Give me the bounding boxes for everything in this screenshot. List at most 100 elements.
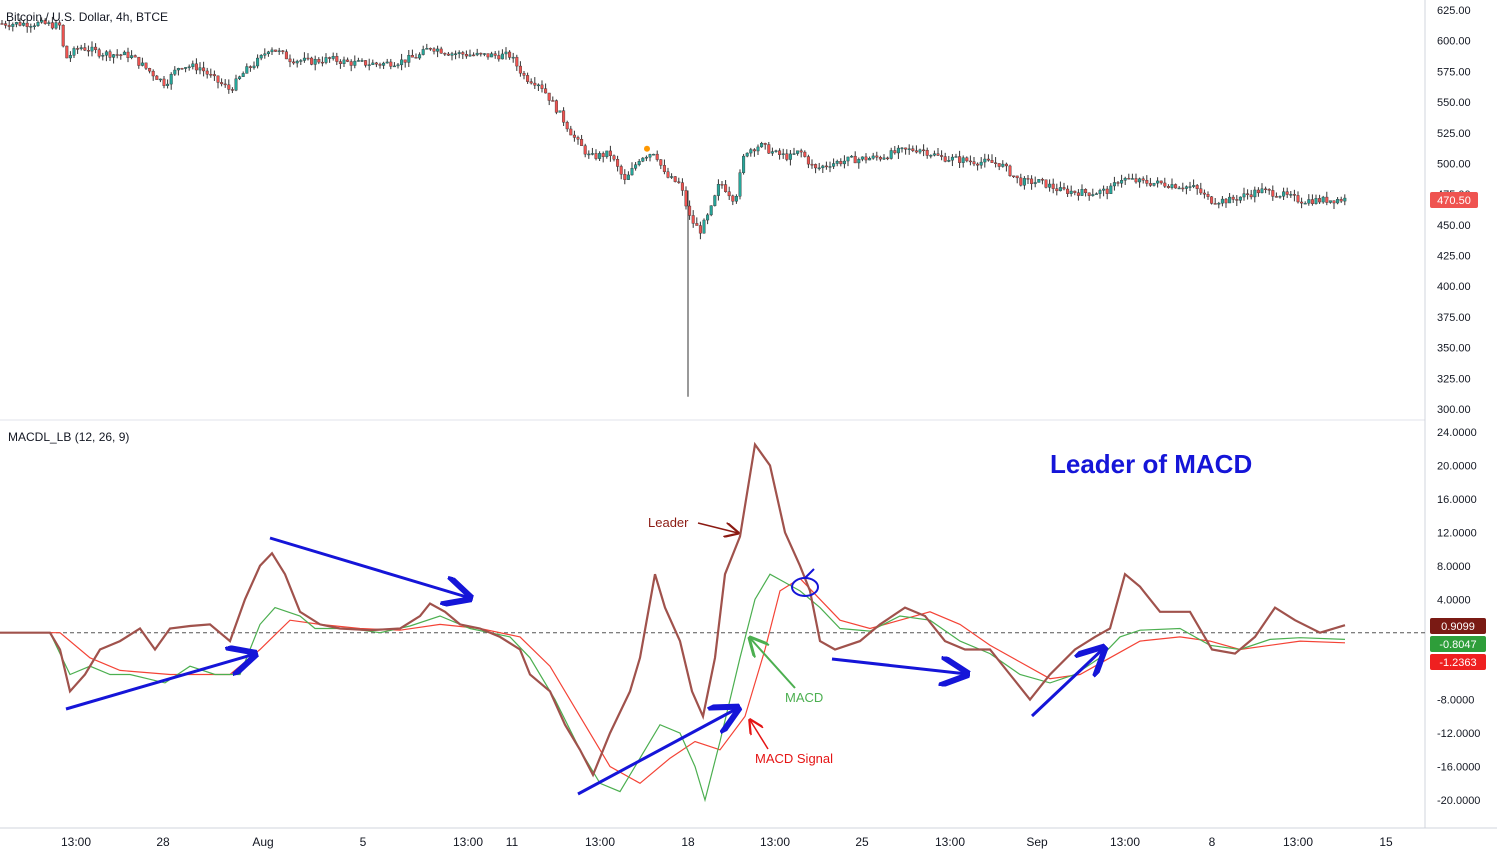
candle-body bbox=[252, 65, 256, 68]
candle-body bbox=[940, 155, 944, 157]
indicator-title[interactable]: MACDL_LB (12, 26, 9) bbox=[8, 430, 129, 444]
candle-body bbox=[1102, 188, 1106, 191]
candle-body bbox=[140, 62, 144, 66]
candle-body bbox=[677, 181, 681, 183]
candle-body bbox=[709, 205, 713, 216]
candle-body bbox=[180, 68, 184, 70]
main-title: Leader of MACD bbox=[1050, 449, 1252, 479]
time-tick-label: 13:00 bbox=[1110, 835, 1140, 849]
time-tick-label: Sep bbox=[1026, 835, 1048, 849]
candle-body bbox=[108, 51, 112, 58]
candle-body bbox=[1141, 178, 1145, 181]
candle-body bbox=[1246, 193, 1250, 195]
candle-body bbox=[630, 168, 634, 176]
candle-body bbox=[18, 22, 22, 26]
candle-body bbox=[367, 64, 371, 66]
candle-body bbox=[331, 56, 335, 59]
candle-body bbox=[1098, 190, 1102, 194]
candle-body bbox=[115, 54, 119, 56]
candle-body bbox=[1166, 186, 1170, 188]
candle-body bbox=[1069, 190, 1073, 194]
price-tick-label: 300.00 bbox=[1437, 404, 1471, 416]
candle-body bbox=[1206, 194, 1210, 197]
last-price-badge-bg bbox=[1430, 192, 1478, 208]
candle-body bbox=[673, 176, 677, 182]
candle-body bbox=[112, 54, 116, 58]
candle-body bbox=[205, 70, 209, 75]
candle-body bbox=[457, 52, 461, 54]
candle-body bbox=[846, 156, 850, 162]
time-tick-label: 13:00 bbox=[1283, 835, 1313, 849]
candle-body bbox=[212, 74, 216, 77]
symbol-title[interactable]: Bitcoin / U.S. Dollar, 4h, BTCE bbox=[6, 10, 168, 24]
candle-body bbox=[194, 63, 198, 71]
event-marker bbox=[644, 145, 650, 152]
candle-body bbox=[994, 162, 998, 164]
candle-body bbox=[871, 155, 875, 159]
candle-body bbox=[126, 51, 130, 59]
candle-body bbox=[1249, 194, 1253, 198]
candle-body bbox=[392, 65, 396, 68]
candle-body bbox=[824, 165, 828, 168]
candle-body bbox=[396, 64, 400, 67]
candle-body bbox=[756, 146, 760, 152]
candle-body bbox=[83, 47, 87, 51]
candle-body bbox=[1231, 196, 1235, 200]
candle-body bbox=[486, 53, 490, 58]
price-tick-label: 450.00 bbox=[1437, 220, 1471, 232]
candle-body bbox=[860, 156, 864, 160]
macd-signal-annotation-label: MACD Signal bbox=[755, 751, 833, 766]
candle-body bbox=[1156, 180, 1160, 184]
candle-body bbox=[990, 160, 994, 163]
candle-body bbox=[713, 195, 717, 206]
candle-body bbox=[317, 59, 321, 63]
candle-body bbox=[468, 54, 472, 57]
candle-body bbox=[688, 205, 692, 216]
candle-body bbox=[612, 155, 616, 160]
candle-body bbox=[342, 59, 346, 64]
candle-body bbox=[1242, 193, 1246, 198]
candle-body bbox=[414, 57, 418, 59]
candle-body bbox=[230, 89, 234, 91]
candle-body bbox=[562, 110, 566, 123]
last-price-badge: 470.50 bbox=[1430, 192, 1478, 208]
candle-body bbox=[1188, 186, 1192, 188]
candle-body bbox=[590, 153, 594, 155]
candle-body bbox=[274, 49, 278, 52]
candle-body bbox=[702, 219, 706, 234]
candle-body bbox=[263, 53, 267, 56]
candle-body bbox=[256, 57, 260, 67]
candle-body bbox=[515, 56, 519, 67]
candle-body bbox=[1112, 182, 1116, 187]
candle-body bbox=[1058, 187, 1062, 192]
time-tick-label: 13:00 bbox=[61, 835, 91, 849]
candle-body bbox=[1080, 189, 1084, 196]
candle-body bbox=[774, 150, 778, 152]
candle-body bbox=[911, 148, 915, 151]
candle-body bbox=[864, 156, 868, 161]
candle-body bbox=[853, 155, 857, 164]
candle-body bbox=[1303, 202, 1307, 205]
candle-body bbox=[997, 163, 1001, 167]
candle-body bbox=[594, 153, 598, 159]
candle-body bbox=[659, 159, 663, 166]
candle-body bbox=[792, 153, 796, 155]
candle-body bbox=[767, 144, 771, 154]
candle-body bbox=[479, 52, 483, 55]
time-tick-label: 13:00 bbox=[585, 835, 615, 849]
candle-body bbox=[130, 55, 134, 59]
candle-body bbox=[169, 74, 173, 85]
candle-body bbox=[896, 147, 900, 154]
candle-body bbox=[338, 61, 342, 64]
candle-body bbox=[616, 159, 620, 167]
candle-body bbox=[1260, 188, 1264, 194]
candle-body bbox=[835, 161, 839, 164]
candle-body bbox=[22, 22, 26, 26]
candle-body bbox=[763, 143, 767, 145]
trend-arrow-4 bbox=[831, 659, 967, 674]
candle-body bbox=[1220, 198, 1224, 204]
candle-body bbox=[785, 153, 789, 160]
candle-body bbox=[644, 156, 648, 159]
indicator-tick-label: 20.0000 bbox=[1437, 460, 1477, 472]
